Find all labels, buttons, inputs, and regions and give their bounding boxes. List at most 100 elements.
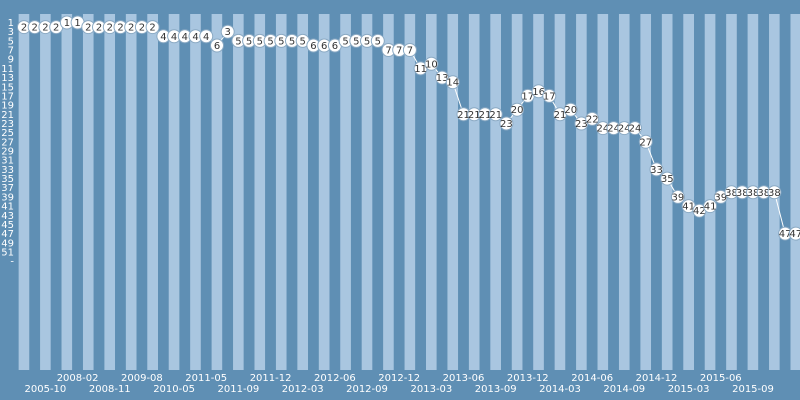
data-label: 5 <box>364 36 370 47</box>
stripe-17 <box>200 14 212 370</box>
y-tick-label: 51 <box>1 248 14 259</box>
data-point: 7 <box>402 43 417 57</box>
data-label: 2 <box>117 23 123 34</box>
data-label: 17 <box>543 91 556 102</box>
data-label: 20 <box>511 105 524 116</box>
data-label: 5 <box>235 36 241 47</box>
data-label: 2 <box>96 23 102 34</box>
data-point: 39 <box>670 189 685 204</box>
stripe-72 <box>790 14 800 370</box>
stripe-5 <box>72 14 83 370</box>
stripe-58 <box>640 14 652 370</box>
data-point: 5 <box>360 33 374 48</box>
data-point: 21 <box>553 107 567 122</box>
x-tick-label: 2013-12 <box>507 373 549 384</box>
stripe-6 <box>82 14 94 370</box>
stripe-55 <box>608 14 619 370</box>
data-point: 2 <box>49 20 64 35</box>
data-label: 10 <box>425 59 438 70</box>
data-point: 21 <box>488 107 503 122</box>
data-label: 33 <box>650 165 663 176</box>
data-label: 2 <box>53 23 59 34</box>
point-marker <box>424 56 439 71</box>
y-tick-label: 41 <box>1 202 14 213</box>
stripe-11 <box>136 14 148 370</box>
data-point: 5 <box>370 33 385 48</box>
y-tick-label: 23 <box>1 119 14 130</box>
data-label: 24 <box>607 124 620 135</box>
stripe-60 <box>661 14 673 370</box>
stripe-19 <box>222 14 234 370</box>
y-tick-label: 37 <box>1 183 14 194</box>
y-axis: 1357911131517192123252729313335373941434… <box>1 18 14 268</box>
y-tick-label: 15 <box>1 82 14 93</box>
data-label: 5 <box>267 36 273 47</box>
y-tick-label: 5 <box>8 36 14 47</box>
data-point: 38 <box>756 185 771 200</box>
data-point: 4 <box>188 29 203 44</box>
data-label: 21 <box>457 110 470 121</box>
data-label: 4 <box>160 32 166 43</box>
stripe-20 <box>233 14 244 370</box>
data-label: 17 <box>521 91 534 102</box>
data-point: 24 <box>595 121 610 136</box>
point-marker <box>638 134 653 149</box>
stripe-48 <box>533 14 544 370</box>
data-label: 2 <box>85 23 91 34</box>
point-marker <box>145 20 160 35</box>
data-label: 5 <box>289 36 295 47</box>
data-point: 6 <box>306 38 321 53</box>
stripe-30 <box>340 14 351 370</box>
data-label: 38 <box>747 188 760 199</box>
data-label: 38 <box>768 188 781 199</box>
data-label: 38 <box>725 188 738 199</box>
data-point: 4 <box>177 29 192 44</box>
x-tick-label: 2013-06 <box>443 373 485 384</box>
stripe-8 <box>104 14 116 370</box>
data-point: 14 <box>445 75 460 90</box>
stripe-38 <box>426 14 437 370</box>
data-label: 24 <box>597 124 610 135</box>
data-label: 41 <box>682 202 695 213</box>
point-marker <box>542 88 557 103</box>
stripe-21 <box>243 14 255 370</box>
stripe-54 <box>597 14 609 370</box>
point-marker <box>402 43 417 57</box>
data-point: 17 <box>520 88 535 103</box>
data-label: 3 <box>225 27 231 38</box>
y-tick-label: 25 <box>1 128 14 139</box>
data-point: 22 <box>585 111 600 126</box>
point-marker <box>488 107 503 122</box>
data-label: 11 <box>414 64 427 75</box>
stripe-7 <box>93 14 105 370</box>
data-point: 23 <box>499 116 514 131</box>
point-marker <box>210 38 224 53</box>
data-label: 14 <box>446 78 459 89</box>
data-label: 5 <box>257 36 263 47</box>
data-label: 2 <box>139 23 145 34</box>
data-label: 38 <box>757 188 770 199</box>
data-label: 21 <box>468 110 481 121</box>
data-label: 21 <box>479 110 492 121</box>
point-marker <box>370 33 385 48</box>
data-label: 7 <box>396 46 402 57</box>
data-label: 2 <box>128 23 134 34</box>
x-tick-label: 2008-11 <box>89 384 131 395</box>
stripe-9 <box>115 14 126 370</box>
stripe-31 <box>350 14 362 370</box>
data-label: 38 <box>736 188 749 199</box>
stripe-4 <box>61 14 73 370</box>
data-point: 10 <box>424 56 439 71</box>
stripe-35 <box>393 14 405 370</box>
x-tick-label: 2014-12 <box>636 373 678 384</box>
stripe-34 <box>383 14 394 370</box>
data-label: 4 <box>203 32 209 43</box>
stripe-26 <box>297 14 309 370</box>
x-tick-label: 2009-08 <box>121 373 163 384</box>
y-tick-label: 39 <box>1 192 14 203</box>
stripe-37 <box>415 14 426 370</box>
data-point: 24 <box>617 121 632 136</box>
data-label: 35 <box>661 174 674 185</box>
